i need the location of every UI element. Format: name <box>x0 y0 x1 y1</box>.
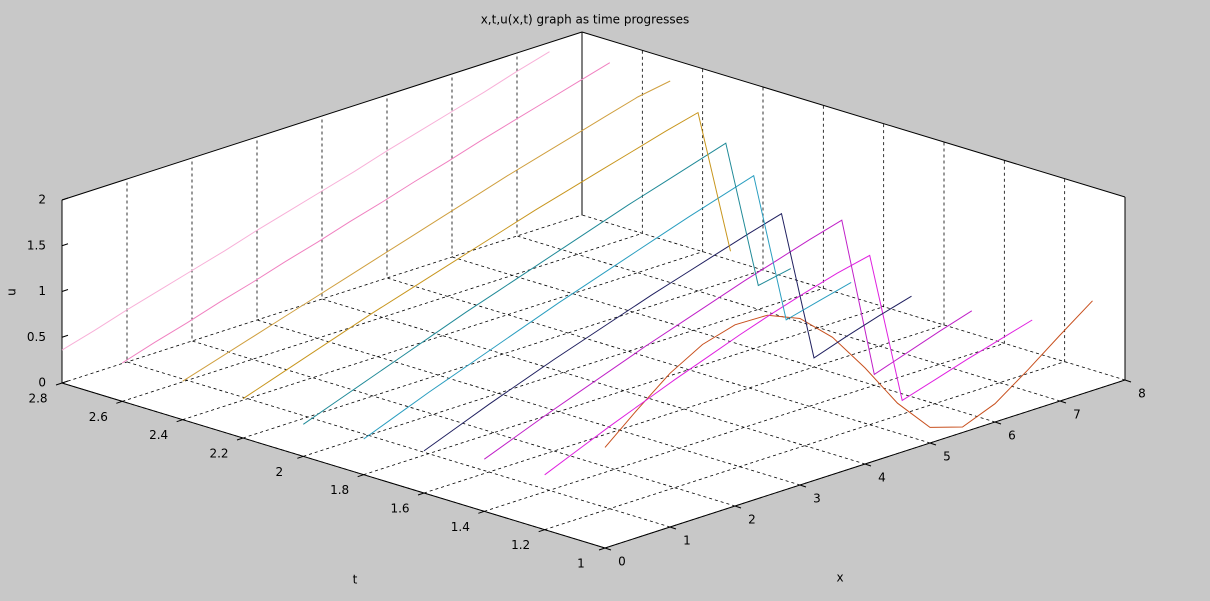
chart-title: x,t,u(x,t) graph as time progresses <box>481 13 690 27</box>
y-tick-mark <box>538 529 545 533</box>
y-tick-label: 2.8 <box>28 392 47 406</box>
x-tick-label: 0 <box>618 555 626 569</box>
grid-line <box>544 178 1066 531</box>
z-tick-mark <box>61 289 69 292</box>
y-tick-mark <box>417 492 425 496</box>
y-tick-mark <box>116 400 123 404</box>
axis-edge <box>61 31 583 201</box>
y-tick-label: 1.8 <box>330 483 349 497</box>
y-tick-mark <box>176 419 183 423</box>
z-tick-label: 0 <box>38 376 46 390</box>
x-tick-mark <box>669 526 677 530</box>
series-line <box>122 62 611 364</box>
series-line <box>544 254 1033 476</box>
grid-line <box>363 123 885 476</box>
series-line <box>303 142 792 425</box>
y-tick-mark <box>236 437 244 441</box>
u-axis-label: u <box>5 288 19 296</box>
axis-edge <box>581 31 1126 198</box>
z-tick-mark <box>61 243 69 247</box>
y-tick-label: 2.6 <box>89 410 108 424</box>
z-tick-label: 1.5 <box>27 238 46 252</box>
grid-line <box>122 50 643 402</box>
x-tick-mark <box>604 547 612 551</box>
axis-edge <box>61 382 606 549</box>
axis-edge <box>604 379 1126 549</box>
x-tick-mark <box>799 484 807 488</box>
x-tick-label: 3 <box>813 492 821 506</box>
z-tick-mark <box>61 380 69 384</box>
grid-line <box>303 105 824 457</box>
x-tick-label: 1 <box>683 534 691 548</box>
x-tick-label: 5 <box>943 450 951 464</box>
y-tick-label: 1.2 <box>511 538 530 552</box>
y-tick-label: 2.4 <box>149 428 168 442</box>
z-tick-label: 1 <box>38 284 46 298</box>
y-tick-mark <box>297 455 304 459</box>
y-tick-label: 2.2 <box>209 447 228 461</box>
side-wall <box>582 32 1125 380</box>
series-line <box>484 219 973 460</box>
series-line <box>182 80 671 382</box>
series-line <box>61 51 550 351</box>
grid-line <box>423 142 945 494</box>
t-axis-label: t <box>353 573 358 587</box>
x-tick-mark <box>1059 400 1067 404</box>
y-tick-label: 2 <box>276 465 284 479</box>
x-tick-label: 7 <box>1073 408 1081 422</box>
grid-line <box>242 87 764 439</box>
y-tick-mark <box>357 474 364 478</box>
z-tick-mark <box>61 334 69 338</box>
grid-line <box>182 68 704 421</box>
x-tick-mark <box>994 421 1002 425</box>
y-tick-label: 1 <box>577 557 585 571</box>
grid-line <box>484 160 1005 512</box>
y-tick-label: 1.6 <box>390 502 409 516</box>
z-tick-label: 0.5 <box>27 330 46 344</box>
y-tick-mark <box>598 547 606 551</box>
x-tick-label: 2 <box>748 513 756 527</box>
series-line <box>604 300 1093 448</box>
x-tick-mark <box>929 442 937 446</box>
x-tick-label: 8 <box>1138 387 1146 401</box>
series-line <box>363 174 852 440</box>
x-tick-mark <box>864 463 872 467</box>
y-tick-label: 1.4 <box>451 520 470 534</box>
x-axis-label: x <box>836 571 843 585</box>
y-tick-mark <box>55 382 63 386</box>
x-tick-mark <box>734 505 742 509</box>
z-tick-label: 2 <box>38 193 46 207</box>
x-tick-label: 6 <box>1008 429 1016 443</box>
series-line <box>242 111 731 400</box>
x-tick-mark <box>1124 379 1132 383</box>
y-tick-mark <box>478 510 485 514</box>
series-line <box>423 212 912 452</box>
x-tick-label: 4 <box>878 471 886 485</box>
